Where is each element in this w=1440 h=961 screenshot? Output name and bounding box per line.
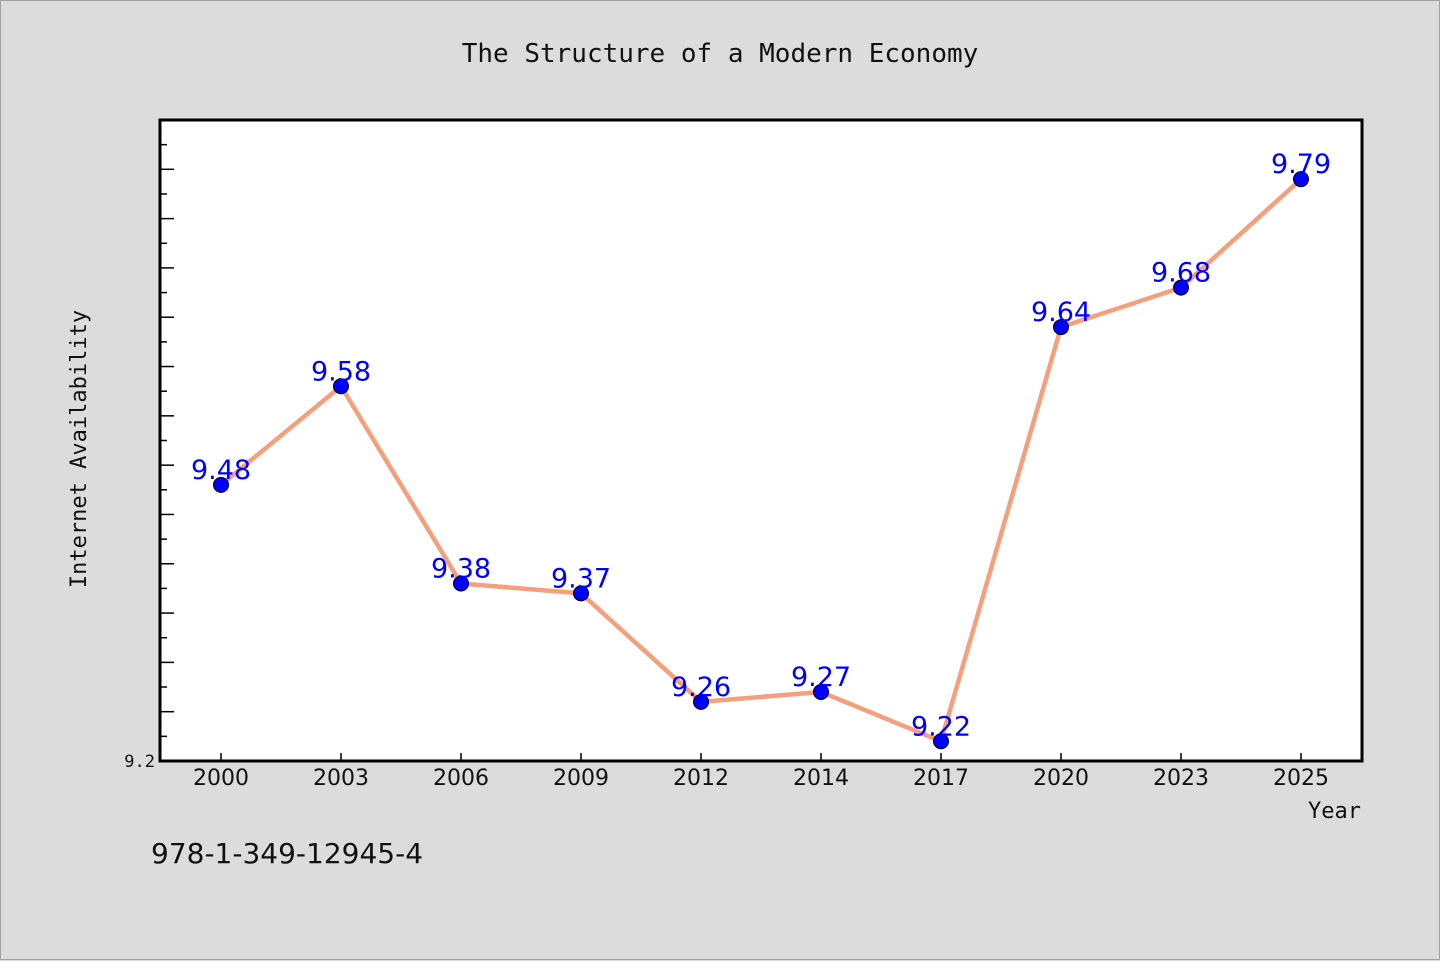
- y-tick-label: 9.2: [124, 752, 155, 772]
- series-line: [219, 177, 1303, 744]
- x-tick-label: 2003: [313, 766, 369, 791]
- data-point: [573, 585, 589, 602]
- data-point: [933, 733, 949, 750]
- data-point: [1173, 279, 1189, 296]
- x-tick-label: 2012: [673, 766, 729, 791]
- x-tick-label: 2020: [1033, 766, 1089, 791]
- data-label: 9.48: [191, 455, 251, 486]
- data-point: [813, 683, 829, 700]
- data-point: [1293, 171, 1309, 188]
- data-point: [213, 476, 229, 493]
- x-tick-label: 2006: [433, 766, 489, 791]
- data-label: 9.64: [1031, 297, 1091, 328]
- data-label: 9.26: [671, 672, 731, 703]
- x-axis-ticks: 2000 2003 2006 2009 2012 2014 2017 2020 2023 2025: [193, 753, 1329, 791]
- data-label: 9.27: [791, 662, 851, 693]
- series-layer: 9.48 9.58 9.38 9.37 9.26 9.27 9.22 9.64 9.68 9.79: [191, 149, 1331, 750]
- data-label: 9.79: [1271, 149, 1331, 180]
- isbn-annotation: 978-1-349-12945-4: [151, 837, 423, 870]
- x-tick-label: 2009: [553, 766, 609, 791]
- chart-title: The Structure of a Modern Economy: [462, 39, 979, 69]
- data-label: 9.68: [1151, 258, 1211, 289]
- data-point: [453, 575, 469, 592]
- data-point: [1053, 319, 1069, 336]
- y-axis-ticks: 9.2: [124, 143, 174, 772]
- x-tick-label: 2017: [913, 766, 969, 791]
- data-point: [333, 378, 349, 395]
- data-label: 9.37: [551, 563, 611, 594]
- x-axis-label: Year: [1308, 799, 1361, 824]
- x-tick-label: 2023: [1153, 766, 1209, 791]
- data-label: 9.22: [911, 711, 971, 742]
- data-point: [693, 693, 709, 710]
- x-tick-label: 2025: [1273, 766, 1329, 791]
- data-label: 9.38: [431, 553, 491, 584]
- x-tick-label: 2014: [793, 766, 849, 791]
- y-axis-label: Internet Availability: [67, 310, 92, 588]
- x-tick-label: 2000: [193, 766, 249, 791]
- data-label: 9.58: [311, 356, 371, 387]
- plot-area: [158, 118, 1364, 763]
